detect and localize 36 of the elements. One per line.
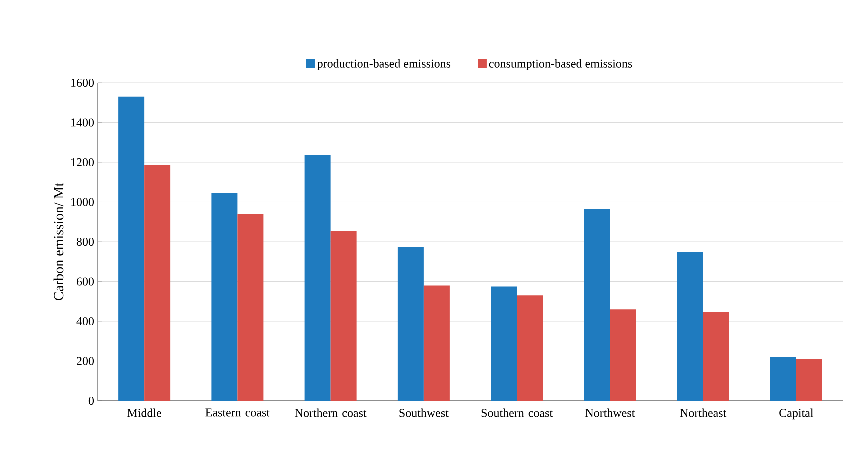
- bar: [770, 357, 796, 401]
- legend-label: production-based emissions: [318, 59, 451, 70]
- x-tick-label: Northern coast: [295, 408, 367, 418]
- bar: [398, 246, 424, 401]
- y-tick-label: 1400: [72, 118, 94, 127]
- bar: [584, 209, 610, 401]
- y-tick-label: 0: [88, 396, 94, 406]
- bar: [238, 214, 264, 401]
- y-tick-label: 600: [76, 278, 94, 286]
- x-tick-label: Northeast: [680, 408, 727, 418]
- bar: [424, 286, 450, 401]
- x-tick-label: Southern coast: [482, 408, 553, 418]
- bar: [144, 165, 171, 401]
- bar: [212, 193, 238, 401]
- bar: [796, 359, 822, 401]
- bar: [517, 296, 544, 401]
- bar: [491, 286, 518, 401]
- x-tick-label: Southwest: [400, 408, 449, 418]
- y-tick-label: 1200: [72, 158, 94, 167]
- bar: [330, 231, 357, 401]
- x-tick-label: Middle: [128, 408, 162, 418]
- bar: [304, 156, 331, 401]
- y-axis-title: Carbon emission/ Mt: [54, 182, 64, 301]
- y-tick-label: 200: [77, 357, 94, 366]
- y-tick-label: 400: [76, 317, 94, 326]
- x-tick-label: Northwest: [586, 408, 636, 418]
- legend-label: consumption-based emissions: [489, 59, 632, 70]
- bar: [703, 312, 730, 401]
- y-tick-label: 1600: [72, 78, 94, 88]
- x-tick-label: Capital: [780, 408, 814, 420]
- bar: [677, 252, 704, 401]
- bar: [118, 96, 145, 401]
- y-tick-label: 1000: [72, 198, 94, 206]
- bar: [610, 310, 636, 401]
- y-tick-label: 800: [76, 238, 94, 246]
- x-tick-label: Eastern coast: [206, 408, 270, 417]
